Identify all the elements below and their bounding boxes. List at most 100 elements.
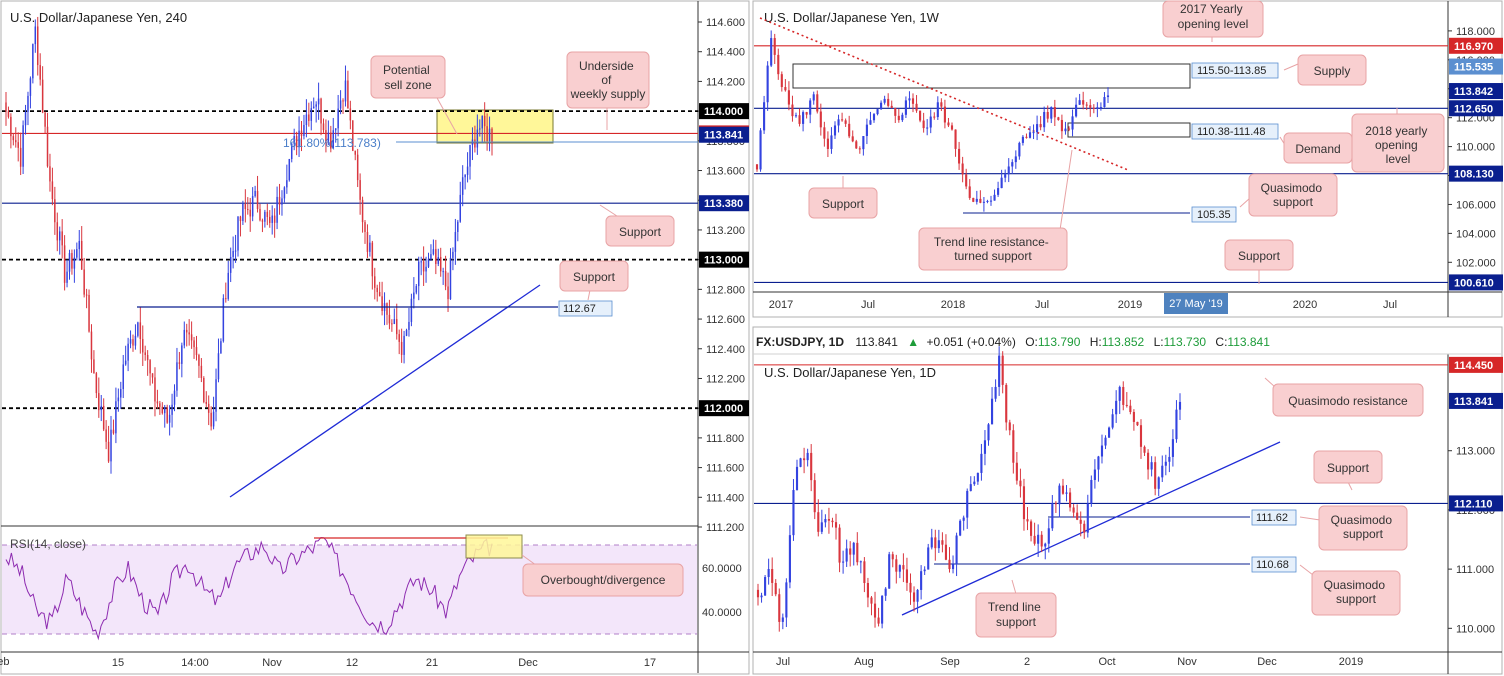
- candle: [916, 589, 919, 602]
- time-tick: Dec: [1257, 656, 1277, 668]
- candle: [926, 127, 929, 129]
- price-label-badge: [699, 251, 749, 268]
- price-label: 112.650: [1454, 103, 1493, 115]
- price-label-badge: [699, 195, 749, 212]
- candle: [132, 339, 134, 346]
- candle: [115, 401, 117, 434]
- rsi-tick-60: 60.0000: [702, 563, 742, 575]
- candle: [940, 102, 943, 107]
- candle: [54, 199, 56, 223]
- candle: [877, 617, 880, 624]
- candle: [937, 540, 940, 549]
- candle: [1082, 100, 1085, 105]
- candle: [215, 379, 217, 412]
- box-label-112-67: 112.67: [563, 303, 596, 315]
- candle: [134, 335, 137, 346]
- note-quasimodo-support-daily-1: [1318, 505, 1408, 551]
- candle: [920, 571, 923, 590]
- candle: [962, 517, 965, 521]
- candle: [396, 319, 398, 335]
- candle: [809, 100, 812, 115]
- candle: [1132, 411, 1135, 422]
- candle: [1004, 174, 1007, 178]
- price-tick: 118.000: [1456, 26, 1495, 38]
- candle: [855, 141, 858, 149]
- candle: [803, 458, 806, 461]
- note-quasimodo-resistance-text: Quasimodo resistance: [1288, 394, 1408, 408]
- candle: [139, 322, 142, 339]
- price-label: 113.000: [704, 255, 743, 267]
- time-tick: Oct: [1098, 656, 1115, 668]
- price-label: 112.000: [704, 403, 743, 415]
- candle: [1005, 384, 1008, 423]
- candle: [1043, 112, 1046, 128]
- candle: [256, 190, 259, 209]
- candle: [1171, 439, 1174, 457]
- note-support-4h-2: [559, 260, 629, 292]
- candle: [1067, 128, 1071, 130]
- candle: [911, 98, 915, 104]
- candle: [181, 345, 183, 364]
- candle: [298, 130, 300, 148]
- candle: [848, 123, 851, 137]
- candle: [420, 261, 422, 263]
- candle: [876, 109, 879, 115]
- candle: [85, 294, 88, 296]
- candle: [93, 359, 95, 374]
- price-label: 113.841: [1454, 396, 1493, 408]
- candle: [1147, 452, 1150, 470]
- candle: [766, 65, 769, 103]
- candle: [12, 136, 15, 141]
- candle: [36, 26, 39, 66]
- candle: [863, 561, 866, 583]
- candle: [7, 111, 10, 117]
- candle: [244, 203, 247, 210]
- candle: [442, 271, 444, 273]
- candle: [444, 271, 447, 287]
- infobar-change: +0.051 (+0.04%): [926, 335, 1015, 349]
- panel-daily-levels: [754, 364, 1448, 504]
- candle: [989, 200, 993, 202]
- price-tick: 111.200: [706, 522, 744, 534]
- note-support-weekly-text: Support: [822, 197, 865, 211]
- candle: [1015, 462, 1018, 481]
- panel-daily-price-axis: 113.000112.000111.000110.000114.450113.8…: [1448, 356, 1503, 635]
- candle: [824, 519, 827, 523]
- panel-weekly: U.S. Dollar/Japanese Yen, 1W 115.50-113.…: [752, 0, 1503, 318]
- infobar-last: 113.841: [855, 335, 898, 349]
- candle: [947, 122, 950, 126]
- candle: [905, 569, 909, 583]
- candle: [859, 561, 862, 563]
- candle: [774, 582, 777, 595]
- price-tick: 111.400: [706, 492, 744, 504]
- candle: [858, 148, 861, 150]
- candle: [207, 403, 210, 413]
- note-support-daily-text: Support: [1327, 461, 1370, 475]
- candle: [122, 364, 124, 390]
- candle: [844, 120, 847, 124]
- candle: [1100, 445, 1104, 457]
- candle: [1021, 136, 1024, 143]
- price-label-badge: [699, 103, 749, 120]
- candle: [200, 365, 203, 378]
- price-tick: 114.400: [706, 47, 745, 59]
- candle: [305, 114, 308, 125]
- candle: [249, 209, 251, 217]
- candle: [49, 166, 51, 182]
- candle: [1129, 405, 1132, 412]
- candle: [491, 128, 493, 144]
- candle: [944, 544, 948, 560]
- price-label-badge: [1449, 165, 1503, 182]
- box-label-111-62: 111.62: [1256, 512, 1288, 524]
- candle: [288, 159, 291, 181]
- candle: [760, 595, 763, 598]
- candle: [41, 79, 44, 113]
- candle: [1032, 132, 1035, 134]
- candle: [872, 114, 876, 121]
- candle: [1053, 107, 1056, 118]
- candle: [203, 377, 205, 403]
- candle: [283, 187, 286, 199]
- panel-4h: U.S. Dollar/Japanese Yen, 240 161.80%(11…: [0, 0, 750, 675]
- candle: [19, 147, 22, 167]
- note-trendline-support: [975, 592, 1057, 638]
